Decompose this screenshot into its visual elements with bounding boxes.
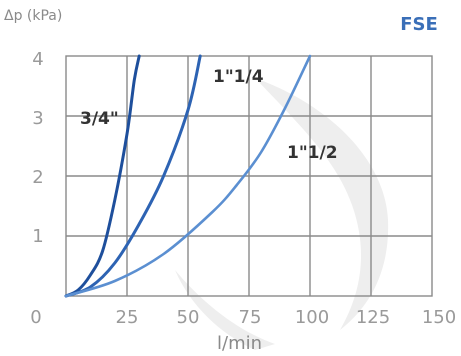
y-tick-label-3: 3 (32, 108, 43, 129)
x-axis-label: l/min (217, 333, 262, 354)
series-line-1-1-2 (64, 54, 312, 298)
y-tick-label-2: 2 (32, 167, 43, 188)
chart-grid (65, 55, 433, 297)
chart-title: FSE (400, 14, 438, 35)
series-label-1-1-2: 1"1/2 (287, 143, 338, 163)
x-tick-label-0: 0 (30, 307, 41, 328)
series-line-1-1-4 (64, 54, 202, 298)
x-axis: 0 25 50 75 100 125 150 (30, 307, 456, 328)
x-tick-label-100: 100 (295, 307, 329, 328)
x-tick-label-75: 75 (239, 307, 262, 328)
series-line-3-4 (64, 54, 141, 298)
y-tick-label-1: 1 (32, 226, 43, 247)
background-swoosh (175, 78, 389, 350)
chart-series (64, 54, 312, 298)
series-label-3-4: 3/4" (80, 109, 119, 129)
series-label-1-1-4: 1"1/4 (213, 67, 264, 87)
x-tick-label-50: 50 (177, 307, 200, 328)
x-tick-label-125: 125 (356, 307, 390, 328)
y-tick-label-4: 4 (32, 49, 43, 70)
x-tick-label-150: 150 (422, 307, 456, 328)
x-tick-label-25: 25 (116, 307, 139, 328)
y-axis-label: Δp (kPa) (4, 8, 62, 24)
y-axis: 4 3 2 1 (32, 49, 43, 247)
